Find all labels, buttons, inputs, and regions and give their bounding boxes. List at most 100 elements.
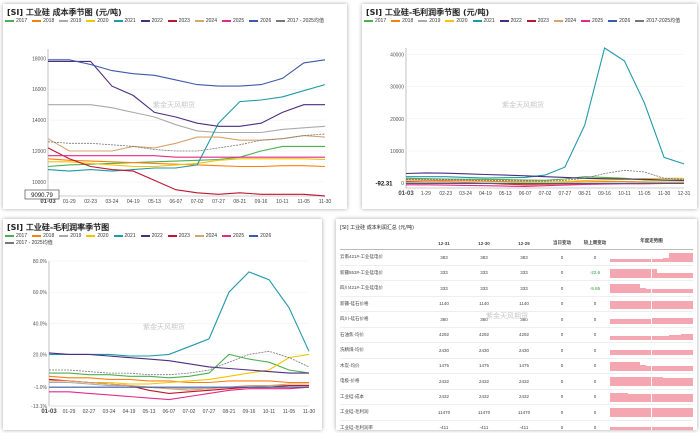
sparkline-bar <box>627 300 634 309</box>
sparkline-bar <box>651 426 658 430</box>
sparkline-bar <box>675 365 682 371</box>
sparkline-bar <box>687 300 693 309</box>
legend-item[interactable]: 2019 <box>59 233 81 240</box>
sparkline-bar <box>645 408 652 418</box>
x-tick-label: 03-24 <box>459 191 472 197</box>
panel-title: [SI] 工业硅 成本利润汇总 (元/吨) <box>340 225 414 231</box>
legend-item[interactable]: 2025 <box>222 233 244 240</box>
x-tick-label: 02-23 <box>84 199 97 205</box>
legend-item[interactable]: 2022 <box>140 18 163 25</box>
table-cell: 2432 <box>518 378 529 384</box>
legend-item[interactable]: 2025 <box>222 18 244 25</box>
table-cell: 2430 <box>438 347 449 353</box>
sparkline-bar <box>687 408 693 418</box>
legend-item[interactable]: 2017 - 2025均值 <box>276 18 324 25</box>
legend-item[interactable]: 2024 <box>553 18 576 25</box>
legend-item[interactable]: 2017 - 2025均值 <box>5 240 53 247</box>
legend-item[interactable]: 2019 <box>59 18 81 25</box>
table-row: 工业硅-毛利润率 -411 -411 -411 0 0 <box>340 421 693 430</box>
sparkline-bar <box>645 268 652 278</box>
legend-item[interactable]: 2024 <box>194 233 217 240</box>
series-line <box>47 147 326 197</box>
legend-swatch <box>222 234 231 237</box>
legend-swatch <box>113 19 123 22</box>
x-tick-label: 05-13 <box>143 409 156 415</box>
legend-item[interactable]: 2017 <box>5 18 27 25</box>
table-cell: -411 <box>439 425 449 430</box>
legend-item[interactable]: 2018 <box>32 18 54 25</box>
table-cell: 333 <box>440 270 448 276</box>
sparkline-bar <box>657 318 664 325</box>
legend-item[interactable]: 2017 <box>364 18 386 25</box>
sparkline-bar <box>651 259 658 263</box>
table-cell: 383 <box>520 254 528 260</box>
sparkline-bar <box>627 350 634 356</box>
sparkline-bar <box>610 361 616 371</box>
legend-label: 2024 <box>205 233 217 239</box>
sparkline-bar <box>627 268 634 278</box>
sparkline-bar <box>627 335 634 340</box>
legend-item[interactable]: 2022 <box>140 233 163 240</box>
panel-profit-seasonal: [SI] 工业硅-毛利润季节图 (元/吨) 2017 2018 2019 2020 20… <box>362 4 697 209</box>
table-cell: 0 <box>560 425 564 430</box>
sparkline-bar <box>675 408 682 418</box>
legend-item[interactable]: 2019 <box>418 18 440 25</box>
sparkline-bar <box>657 300 664 309</box>
legend-item[interactable]: 2018 <box>32 233 54 240</box>
table-cell: 360 <box>520 316 528 322</box>
sparkline-bar <box>633 393 640 402</box>
legend-item[interactable]: 2017-2025均值 <box>635 18 680 25</box>
sparkline-bar <box>627 284 634 294</box>
sparkline-bar <box>681 318 688 325</box>
series-line <box>48 155 325 158</box>
legend-item[interactable]: 2023 <box>167 18 190 25</box>
legend-item[interactable]: 2018 <box>391 18 413 25</box>
legend-item[interactable]: 2020 <box>86 233 109 240</box>
sparkline-bar <box>639 319 646 325</box>
table-cell: 0 <box>560 394 564 400</box>
table-header: 12-31 12-30 12-29 当日变动 较上周变动 年度走势图 <box>340 237 693 250</box>
legend-item[interactable]: 2020 <box>445 18 468 25</box>
y-tick-label: 80.0% <box>33 259 48 265</box>
table-cell: 0 <box>593 363 597 369</box>
legend-item[interactable]: 2026 <box>249 233 271 240</box>
sparkline-bar <box>687 253 693 263</box>
legend-item[interactable]: 2026 <box>608 18 630 25</box>
table-cell: 11470 <box>437 409 451 415</box>
legend: 2017 2018 2019 2020 2021 2022 2023 2024 2025 2026… <box>364 18 695 25</box>
legend-item[interactable]: 2021 <box>472 18 495 25</box>
watermark: 紫金天风期货 <box>143 324 185 331</box>
sparkline-bar <box>615 392 622 402</box>
sparkline-bar <box>651 318 658 325</box>
sparkline-bar <box>610 284 616 294</box>
legend-item[interactable]: 2021 <box>113 233 136 240</box>
chart-profit: 40000 30000 20000 10000 0 01-03 1-29 02-23 03-24… <box>375 47 691 197</box>
sparkline-bar <box>639 377 646 387</box>
sparkline-bar <box>669 365 676 371</box>
legend-item[interactable]: 2021 <box>113 18 136 25</box>
legend-item[interactable]: 2022 <box>499 18 522 25</box>
legend-item[interactable]: 2026 <box>249 18 271 25</box>
legend-swatch <box>59 19 69 22</box>
legend-item[interactable]: 2017 <box>5 233 27 240</box>
sparkline-bar <box>681 300 688 309</box>
sparkline-bar <box>675 318 682 325</box>
legend-item[interactable]: 2024 <box>194 18 217 25</box>
sparkline-bar <box>663 300 670 309</box>
y-tick-label: 60.0% <box>33 290 48 296</box>
sparkline-bars <box>610 361 693 371</box>
sparkline-bar <box>669 300 676 309</box>
legend-item[interactable]: 2020 <box>86 18 109 25</box>
panel-title: [SI] 工业硅-毛利润季节图 (元/吨) <box>366 8 490 17</box>
legend-item[interactable]: 2023 <box>526 18 549 25</box>
table-cell: 2432 <box>438 378 449 384</box>
y-tick-label: 10000 <box>32 180 46 186</box>
x-tick-label: 11-30 <box>319 199 332 205</box>
legend-item[interactable]: 2025 <box>581 18 603 25</box>
table-cell: 0 <box>593 409 597 415</box>
table-cell: 333 <box>520 270 528 276</box>
table-cell: 4292 <box>518 332 529 338</box>
legend-item[interactable]: 2023 <box>167 233 190 240</box>
series-line <box>47 84 326 172</box>
sparkline-bar <box>627 377 634 387</box>
